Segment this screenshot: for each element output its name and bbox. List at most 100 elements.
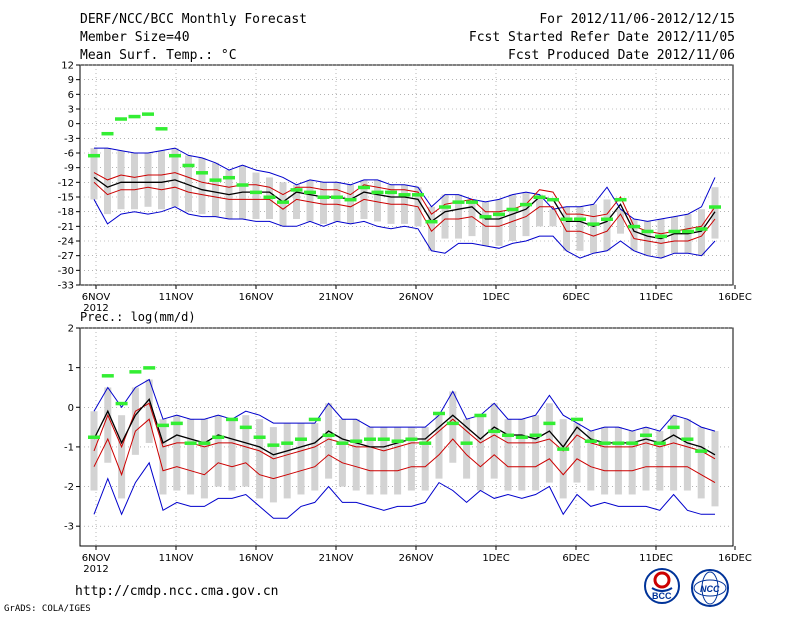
prec-green-marker	[336, 441, 349, 445]
temp-xtick-label: 11NOV	[159, 292, 194, 303]
prec-ensemble-bar	[545, 403, 553, 483]
prec-green-marker	[612, 441, 625, 445]
temp-green-marker	[506, 207, 519, 212]
temp-green-marker	[169, 153, 181, 158]
temp-ensemble-bar	[144, 153, 152, 207]
prec-ytick-label: -1	[64, 442, 74, 453]
prec-green-marker	[626, 441, 639, 445]
prec-green-marker	[281, 441, 294, 445]
prec-green-marker	[667, 425, 680, 430]
prec-line-red_lower	[93, 418, 716, 484]
prec-ensemble-bar	[518, 419, 526, 491]
prec-ensemble-bar	[711, 431, 719, 507]
prec-ensemble-bar	[463, 419, 471, 479]
prec-ensemble-bar	[214, 415, 222, 487]
prec-green-marker	[460, 441, 473, 445]
prec-green-marker	[543, 421, 556, 426]
prec-ensemble-bar	[573, 423, 581, 483]
prec-ytick-label: 1	[68, 363, 74, 374]
prec-ensemble-bar	[145, 379, 153, 443]
prec-green-marker	[101, 374, 114, 378]
temp-green-marker	[236, 183, 249, 187]
temp-green-marker	[574, 217, 586, 221]
temp-ensemble-bar	[536, 194, 543, 227]
temp-ensemble-bar	[293, 184, 300, 219]
prec-ensemble-bar	[697, 427, 705, 499]
temp-ensemble-bar	[644, 221, 651, 256]
temp-green-marker	[628, 224, 640, 229]
prec-green-marker	[446, 421, 459, 426]
temp-ensemble-bar	[617, 209, 624, 234]
prec-ensemble-bar	[311, 423, 319, 491]
temp-green-marker	[344, 197, 357, 202]
temp-green-marker	[398, 193, 411, 197]
temp-green-marker	[695, 227, 708, 231]
member-size: Member Size=40	[80, 30, 190, 45]
temp-ensemble-bar	[279, 182, 287, 227]
temp-xtick-label: 16NOV	[239, 292, 274, 303]
prec-green-marker	[529, 433, 542, 438]
prec-ensemble-bar	[394, 427, 402, 495]
prec-green-marker	[212, 435, 225, 439]
temp-ensemble-bar	[90, 148, 98, 200]
prec-ensemble-bar	[532, 415, 540, 491]
temp-green-marker	[479, 215, 492, 219]
prec-ensemble-bar	[283, 423, 291, 499]
prec-ensemble-bar	[421, 427, 429, 491]
prec-panel: 2 1 0 -1 -2 -3 6NOV 11NOV 16NOV 21NOV 26NOV 1DEC 6DE…	[64, 324, 752, 576]
temp-green-marker	[250, 190, 262, 195]
prec-green-marker	[308, 417, 321, 422]
temp-green-marker	[101, 131, 114, 136]
temp-year-label: 2012	[83, 303, 108, 314]
temp-green-marker	[533, 195, 546, 199]
temp-ytick-label: -3	[64, 134, 74, 145]
temp-ensemble-bar	[576, 206, 584, 251]
prec-green-marker	[502, 433, 514, 438]
chart-title: DERF/NCC/BCC Monthly Forecast	[80, 12, 307, 27]
prec-green-marker	[184, 441, 197, 445]
variable-label: Mean Surf. Temp.: °C	[80, 48, 237, 63]
prec-frame	[79, 327, 734, 547]
temp-frame	[79, 64, 734, 286]
temp-ensemble-bar	[198, 157, 206, 215]
ncc-logo-text: NCC	[700, 584, 720, 594]
prec-ensemble-bar	[256, 419, 264, 499]
prec-line-blue_upper	[93, 378, 716, 432]
prec-green-marker	[598, 441, 611, 445]
temp-green-marker	[641, 229, 654, 234]
prec-green-marker	[267, 443, 280, 447]
prec-xtick-label: 16NOV	[239, 553, 274, 564]
prec-green-marker	[322, 433, 335, 438]
temp-green-marker	[425, 219, 438, 224]
temp-ensemble-bar	[428, 206, 435, 251]
prec-green-marker	[419, 441, 432, 445]
prec-green-marker	[640, 433, 652, 438]
temp-line-red_lower	[93, 181, 716, 244]
grads-credit: GrADS: COLA/IGES	[4, 604, 91, 614]
prec-ensemble-bar	[642, 427, 650, 491]
footer-url[interactable]: http://cmdp.ncc.cma.gov.cn	[75, 584, 279, 599]
temp-ensemble-bar	[374, 179, 381, 222]
temp-green-marker	[88, 153, 100, 158]
prec-green-marker	[364, 437, 376, 441]
prec-line-red_upper	[93, 402, 716, 460]
temp-ytick-label: 3	[68, 105, 74, 116]
prec-ensemble-bar	[614, 427, 622, 495]
prec-ytick-label: 0	[68, 403, 74, 414]
prec-green-marker	[488, 429, 501, 434]
prec-green-marker	[557, 447, 570, 451]
temp-line-median	[93, 176, 716, 240]
prec-green-marker	[88, 435, 100, 439]
prec-green-marker	[226, 417, 238, 422]
temp-ytick-label: -33	[58, 281, 74, 292]
temp-ensemble-bar	[306, 179, 314, 222]
temp-ensemble-bar	[104, 148, 111, 215]
prec-ensemble-bar	[200, 419, 208, 499]
temp-ensemble-bar	[212, 162, 219, 217]
temp-green-marker	[317, 195, 330, 199]
temp-panel: 12 9 6 3 0 -3 -6 -9 -12 -15 -18 -21 -24 -27 -30 -33 6NOV…	[58, 61, 752, 315]
prec-ensemble-bar	[352, 419, 360, 491]
prec-green-marker	[653, 441, 666, 445]
temp-ytick-label: -30	[58, 266, 74, 277]
prec-green-marker	[295, 437, 307, 441]
